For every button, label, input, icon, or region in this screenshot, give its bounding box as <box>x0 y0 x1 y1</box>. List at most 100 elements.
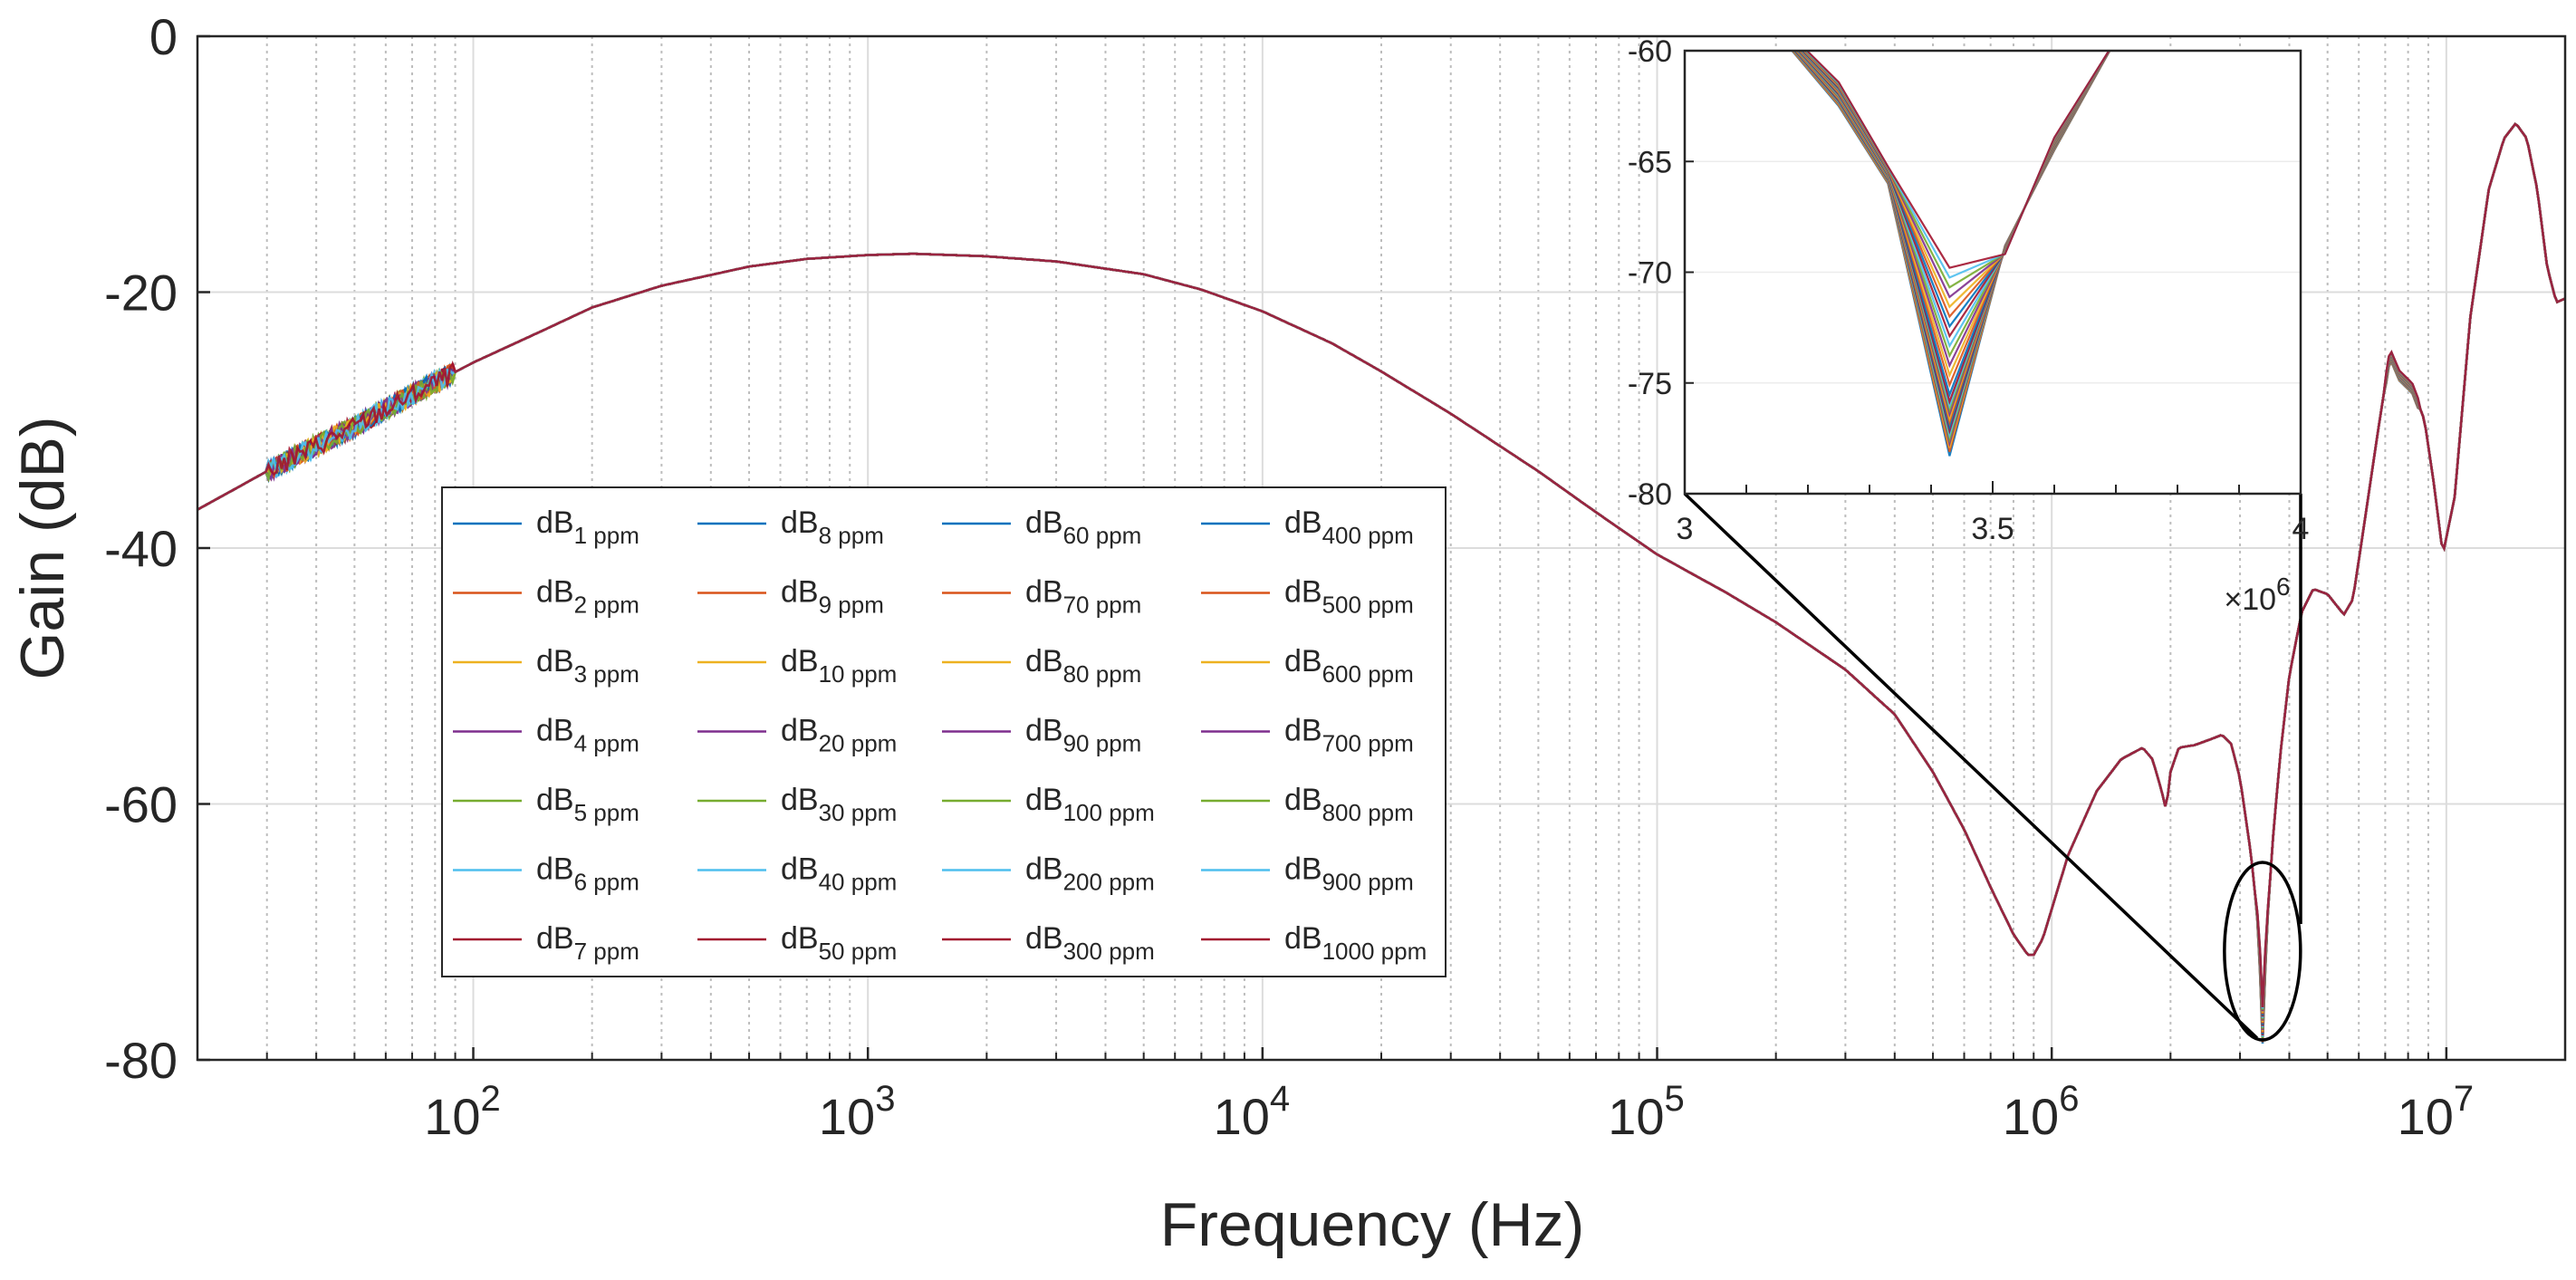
x-tick-base: 10 <box>819 1088 875 1145</box>
legend-item: dB300 ppm <box>942 921 1155 965</box>
legend-label-sub: 500 ppm <box>1322 592 1414 619</box>
legend-label-base: dB <box>1284 921 1322 956</box>
legend-label: dB5 ppm <box>536 783 639 826</box>
zoom-ellipse <box>2223 861 2302 1042</box>
legend-label-base: dB <box>1025 921 1063 956</box>
y-tick-label: -60 <box>104 776 178 833</box>
legend-label-base: dB <box>781 644 819 678</box>
legend-label: dB50 ppm <box>781 921 897 965</box>
legend-label: dB200 ppm <box>1025 852 1155 896</box>
legend-item: dB3 ppm <box>453 644 639 688</box>
legend-label-base: dB <box>536 575 574 610</box>
inset-chart: -60-65-70-75-803 3.5 4×106 <box>1628 34 2310 617</box>
legend-label-base: dB <box>781 783 819 817</box>
y-tick-label: -80 <box>104 1032 178 1089</box>
legend-item: dB40 ppm <box>697 852 897 896</box>
inset-y-tick-label: -65 <box>1628 145 1672 179</box>
legend-label-sub: 900 ppm <box>1322 869 1414 896</box>
x-tick-exp: 2 <box>481 1079 501 1119</box>
legend-label-sub: 90 ppm <box>1063 730 1142 757</box>
legend-label-sub: 1 ppm <box>574 522 639 549</box>
x-tick-exp: 4 <box>1270 1079 1290 1119</box>
x-tick-base: 10 <box>424 1088 480 1145</box>
legend-label-sub: 1000 ppm <box>1322 938 1427 965</box>
legend-label: dB70 ppm <box>1025 575 1141 619</box>
x-tick-exp: 3 <box>875 1079 895 1119</box>
y-axis-label: Gain (dB) <box>8 417 77 680</box>
legend-label: dB60 ppm <box>1025 505 1141 549</box>
legend-label-sub: 20 ppm <box>819 730 898 757</box>
legend-label: dB400 ppm <box>1284 505 1414 549</box>
legend-item: dB100 ppm <box>942 783 1155 826</box>
legend-item: dB80 ppm <box>942 644 1141 688</box>
legend-label: dB90 ppm <box>1025 714 1141 757</box>
legend-item: dB4 ppm <box>453 714 639 757</box>
inset-y-tick-label: -70 <box>1628 256 1672 291</box>
legend-item: dB600 ppm <box>1201 644 1414 688</box>
legend-item: dB60 ppm <box>942 505 1141 549</box>
legend-label: dB7 ppm <box>536 921 639 965</box>
x-tick-base: 10 <box>1214 1088 1270 1145</box>
legend-label-sub: 6 ppm <box>574 869 639 896</box>
legend-label: dB4 ppm <box>536 714 639 757</box>
legend-label-sub: 2 ppm <box>574 592 639 619</box>
inset-series-line-1000-ppm <box>1805 51 2110 269</box>
legend-item: dB1 ppm <box>453 505 639 549</box>
x-tick-exp: 5 <box>1665 1079 1685 1119</box>
x-tick-base: 10 <box>2003 1088 2059 1145</box>
legend-item: dB1000 ppm <box>1201 921 1427 965</box>
legend-label-base: dB <box>1025 575 1063 610</box>
y-tick-label: -40 <box>104 520 178 577</box>
legend-label-base: dB <box>1025 505 1063 540</box>
legend-label-sub: 60 ppm <box>1063 522 1142 549</box>
legend-label-sub: 80 ppm <box>1063 660 1142 688</box>
legend-label-base: dB <box>536 714 574 748</box>
legend-label-base: dB <box>536 783 574 817</box>
legend-label: dB1 ppm <box>536 505 639 549</box>
legend-label-base: dB <box>1025 852 1063 887</box>
inset-x-tick-label: 3 <box>1677 512 1694 546</box>
main-curves <box>197 122 2565 1044</box>
legend-item: dB8 ppm <box>697 505 884 549</box>
x-tick-label: 102 <box>424 1079 501 1145</box>
inset-x-multiplier: ×106 <box>2224 573 2290 617</box>
legend-label-base: dB <box>1025 783 1063 817</box>
inset-curves <box>1791 51 2111 457</box>
legend-item: dB30 ppm <box>697 783 897 826</box>
legend-label-sub: 800 ppm <box>1322 799 1414 826</box>
legend-label-sub: 30 ppm <box>819 799 898 826</box>
legend-label-sub: 300 ppm <box>1063 938 1155 965</box>
legend-label: dB20 ppm <box>781 714 897 757</box>
zoom-callout <box>1683 492 2302 1042</box>
y-tick-label: 0 <box>149 8 178 65</box>
legend-label-sub: 400 ppm <box>1322 522 1414 549</box>
legend-label-sub: 4 ppm <box>574 730 639 757</box>
main-plot-area <box>197 122 2565 1044</box>
inset-x-multiplier-exp: 6 <box>2276 573 2291 601</box>
legend-label: dB30 ppm <box>781 783 897 826</box>
legend-label-sub: 200 ppm <box>1063 869 1155 896</box>
legend-item: dB90 ppm <box>942 714 1141 757</box>
x-tick-exp: 6 <box>2059 1079 2079 1119</box>
x-tick-label: 104 <box>1214 1079 1291 1145</box>
legend-label: dB600 ppm <box>1284 644 1414 688</box>
legend-label-base: dB <box>1284 575 1322 610</box>
legend-item: dB20 ppm <box>697 714 897 757</box>
legend-label-base: dB <box>1284 852 1322 887</box>
legend-item: dB900 ppm <box>1201 852 1414 896</box>
legend-label-base: dB <box>1284 714 1322 748</box>
legend-label: dB8 ppm <box>781 505 884 549</box>
x-tick-label: 103 <box>819 1079 896 1145</box>
inset-x-tick-label: 3.5 <box>1971 512 2014 546</box>
legend-item: dB500 ppm <box>1201 575 1414 619</box>
legend-label: dB80 ppm <box>1025 644 1141 688</box>
legend-label-sub: 40 ppm <box>819 869 898 896</box>
inset-y-tick-label: -80 <box>1628 477 1672 512</box>
y-tick-label: -20 <box>104 265 178 322</box>
legend-label: dB100 ppm <box>1025 783 1155 826</box>
x-tick-exp: 7 <box>2454 1079 2474 1119</box>
legend-label-sub: 7 ppm <box>574 938 639 965</box>
inset-x-tick-label: 4 <box>2292 512 2310 546</box>
x-axis-label: Frequency (Hz) <box>1160 1190 1585 1259</box>
